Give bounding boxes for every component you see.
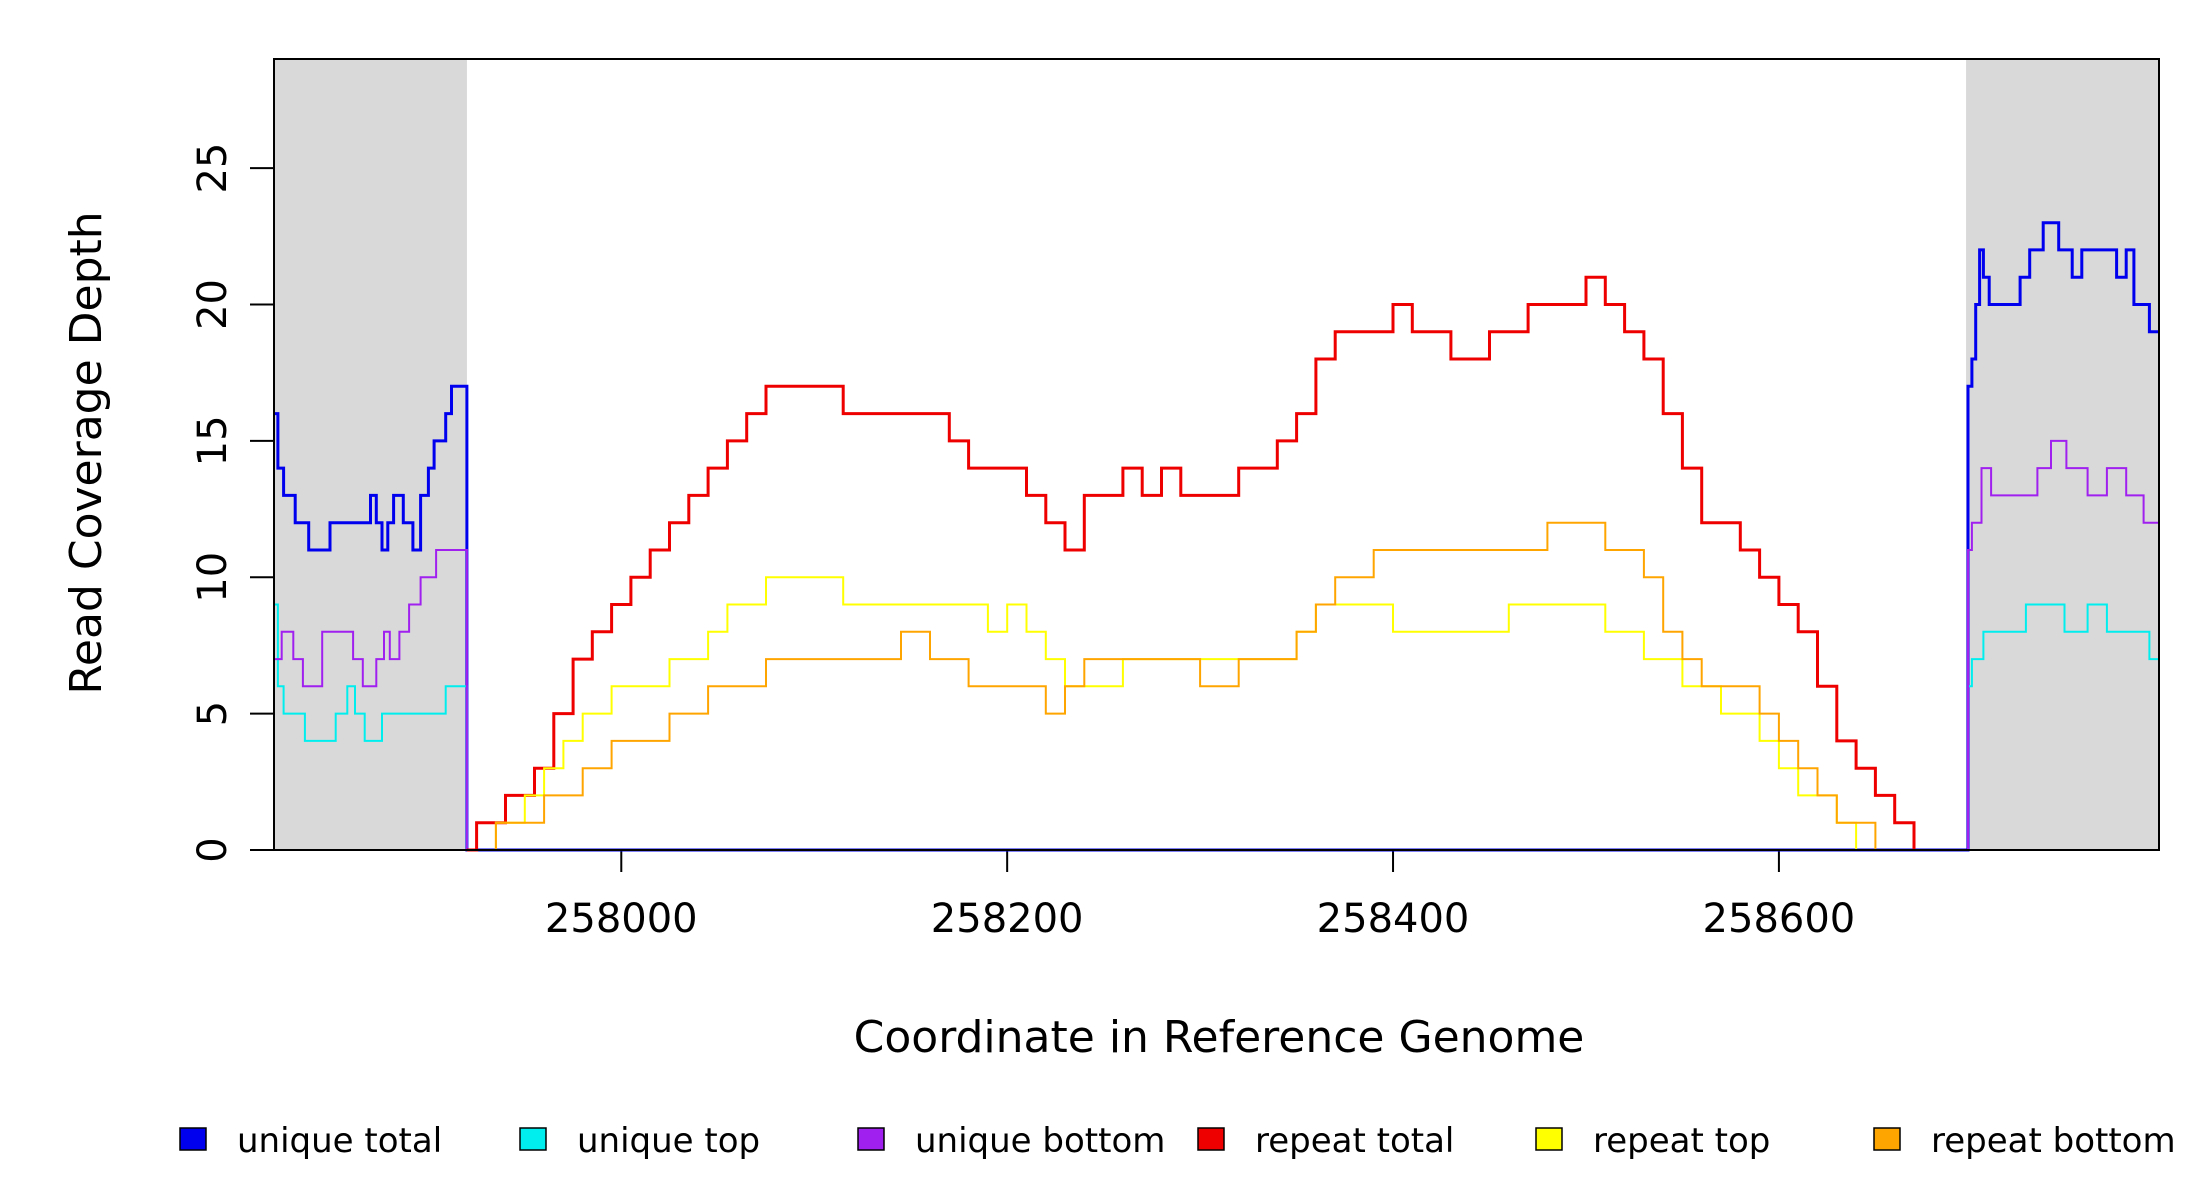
y-tick-label: 25	[190, 143, 236, 194]
legend-swatch-unique-top	[519, 1127, 547, 1151]
flank-region-1	[274, 59, 467, 850]
series-line-repeat-total	[466, 275, 1916, 852]
flank-region-layer	[274, 59, 2159, 850]
legend-swatch-repeat-total	[1197, 1127, 1225, 1151]
legend-swatch-unique-bottom	[857, 1127, 885, 1151]
x-tick-label: 258000	[545, 896, 698, 942]
series-layer	[274, 221, 2159, 852]
series-line-unique-total	[274, 221, 2159, 852]
y-tick-label: 0	[190, 837, 236, 862]
legend-label-repeat-top: repeat top	[1593, 1121, 1770, 1161]
x-tick-label: 258200	[931, 896, 1084, 942]
legend-label-repeat-total: repeat total	[1255, 1121, 1454, 1161]
x-axis-title: Coordinate in Reference Genome	[854, 1012, 1585, 1063]
legend-label-unique-bottom: unique bottom	[915, 1121, 1165, 1161]
plot-frame-layer	[273, 58, 2160, 851]
y-tick-label: 15	[190, 415, 236, 466]
plot-frame	[273, 58, 2160, 851]
legend-swatch-repeat-top	[1535, 1127, 1563, 1151]
legend-swatch-unique-total	[179, 1127, 207, 1151]
y-tick-label: 20	[190, 279, 236, 330]
x-tick-label: 258400	[1317, 896, 1470, 942]
legend-label-repeat-bottom: repeat bottom	[1931, 1121, 2176, 1161]
series-line-unique-bottom	[274, 439, 2159, 851]
legend: unique total unique top unique bottom repea…	[179, 1121, 2176, 1161]
legend-label-unique-top: unique top	[577, 1121, 760, 1161]
series-line-unique-top	[274, 603, 2159, 851]
x-tick-label: 258600	[1703, 896, 1856, 942]
legend-label-unique-total: unique total	[237, 1121, 442, 1161]
y-tick-label: 5	[190, 701, 236, 726]
flank-region-2	[1966, 59, 2159, 850]
y-axis-title: Read Coverage Depth	[61, 211, 112, 694]
series-line-repeat-bottom	[466, 521, 1914, 851]
legend-swatch-repeat-bottom	[1873, 1127, 1901, 1151]
y-tick-label: 10	[190, 552, 236, 603]
